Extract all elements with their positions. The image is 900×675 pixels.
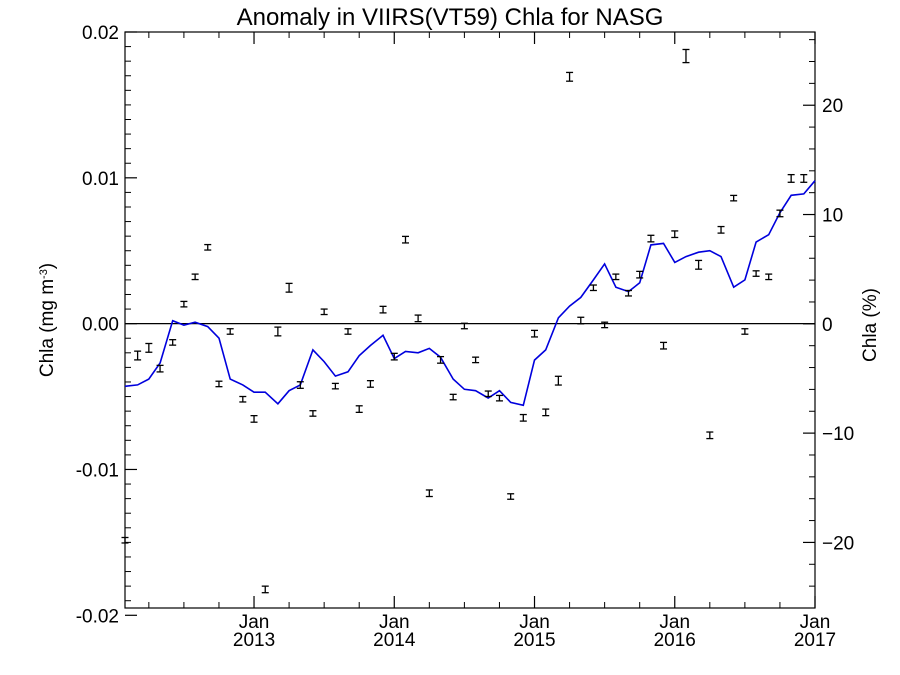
data-point-errorbar	[554, 375, 562, 386]
data-point-errorbar	[800, 173, 808, 183]
data-point-errorbar	[296, 381, 304, 389]
right-tick-label: 10	[822, 206, 843, 227]
data-point-errorbar	[671, 230, 679, 239]
x-tick-month-label: Jan	[519, 612, 550, 633]
x-tick-year-label: 2013	[233, 630, 275, 651]
data-point-errorbar	[309, 410, 317, 417]
data-point-errorbar	[531, 329, 539, 338]
data-point-errorbar	[169, 339, 177, 346]
data-point-errorbar	[215, 380, 223, 388]
data-point-errorbar	[156, 364, 164, 373]
left-tick-label: -0.02	[76, 606, 119, 627]
data-point-errorbar	[145, 342, 153, 353]
right-tick-label: −20	[822, 533, 854, 554]
data-point-errorbar	[121, 536, 129, 544]
data-point-errorbar	[449, 393, 457, 401]
data-point-errorbar	[204, 243, 212, 251]
data-point-errorbar	[495, 394, 503, 402]
data-point-errorbar	[787, 173, 795, 183]
data-point-errorbar	[390, 352, 398, 361]
data-point-errorbar	[484, 390, 492, 398]
left-axis: 0.02 0.01 0.00 -0.01 -0.02	[76, 23, 137, 627]
chart-title: Anomaly in VIIRS(VT59) Chla for NASG	[236, 4, 664, 31]
right-tick-label: 0	[822, 315, 833, 336]
data-point-errorbar	[566, 71, 574, 82]
data-point-errorbar	[706, 431, 714, 440]
data-point-errorbar	[366, 380, 374, 388]
x-tick-year-label: 2017	[794, 630, 836, 651]
data-point-errorbar	[414, 314, 422, 323]
data-point-errorbar	[274, 326, 282, 337]
x-tick-year-label: 2016	[654, 630, 696, 651]
data-point-errorbar	[542, 408, 550, 417]
data-point-errorbar	[460, 322, 468, 330]
data-point-errorbar	[647, 234, 655, 243]
x-tick-year-label: 2014	[373, 630, 416, 651]
data-point-errorbar	[134, 350, 142, 361]
x-tick-year-label: 2015	[513, 630, 555, 651]
series-line-chla-mg	[124, 180, 816, 407]
data-point-errorbar	[507, 493, 515, 500]
data-point-errorbar	[261, 585, 269, 594]
data-point-errorbar	[601, 321, 609, 329]
right-tick-label: −10	[822, 424, 854, 445]
data-point-errorbar	[355, 405, 363, 414]
data-point-errorbar	[226, 328, 234, 335]
data-point-errorbar	[624, 289, 632, 297]
series-line-group	[124, 180, 816, 407]
data-point-errorbar	[239, 395, 247, 403]
data-point-errorbar	[180, 300, 188, 308]
data-point-errorbar	[519, 413, 527, 422]
x-tick-month-label: Jan	[379, 612, 410, 633]
data-point-errorbar	[730, 194, 738, 202]
data-point-errorbar	[331, 382, 339, 390]
left-tick-label: 0.01	[82, 169, 119, 190]
data-point-errorbar	[379, 305, 387, 314]
data-point-errorbar	[320, 308, 328, 316]
data-point-errorbar	[612, 273, 620, 281]
x-tick-month-label: Jan	[659, 612, 690, 633]
data-point-errorbar	[682, 48, 690, 64]
data-point-errorbar	[776, 209, 784, 218]
left-tick-label: -0.01	[76, 460, 119, 481]
y-axis-label-right: Chla (%)	[860, 288, 881, 362]
plot-border	[124, 31, 816, 609]
data-point-errorbar	[695, 259, 703, 270]
y-axis-label-left: Chla (mg m-3)	[37, 263, 58, 377]
left-tick-label: 0.00	[82, 315, 119, 336]
x-tick-month-label: Jan	[800, 612, 831, 633]
data-point-errorbar	[401, 235, 409, 244]
data-point-errorbar	[636, 270, 644, 279]
data-point-errorbar	[437, 355, 445, 364]
series-errorbar-group	[121, 48, 808, 594]
data-point-errorbar	[191, 273, 199, 281]
data-point-errorbar	[577, 316, 585, 325]
left-tick-label: 0.02	[82, 23, 119, 44]
data-point-errorbar	[741, 328, 749, 335]
data-point-errorbar	[717, 225, 725, 234]
x-tick-month-label: Jan	[239, 612, 270, 633]
data-point-errorbar	[765, 273, 773, 281]
data-point-errorbar	[472, 356, 480, 364]
plot-frame	[124, 31, 816, 609]
right-tick-label: 20	[822, 96, 843, 117]
data-point-errorbar	[660, 341, 668, 350]
data-point-errorbar	[250, 414, 258, 423]
data-point-errorbar	[589, 284, 597, 292]
data-point-errorbar	[425, 489, 433, 498]
right-axis: 20 10 0 −10 −20	[803, 39, 854, 609]
data-point-errorbar	[344, 328, 352, 335]
data-point-errorbar	[752, 270, 760, 277]
data-point-errorbar	[285, 282, 293, 293]
